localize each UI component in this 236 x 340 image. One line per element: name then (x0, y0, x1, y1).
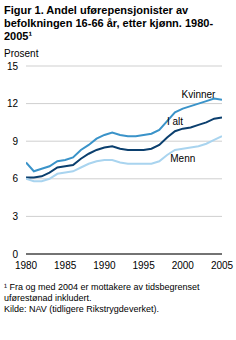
html-text:¹ Fra og med 2004 er mottakere: ¹ Fra og med 2004 er mottakere av tidsbe… (4, 282, 200, 303)
html-text:Prosent: Prosent (4, 48, 39, 59)
svg-text:2000: 2000 (172, 260, 195, 271)
html-text:Figur 1. Andel uførepensjonist: Figur 1. Andel uførepensjonister av befo… (4, 4, 214, 42)
svg-text:Kvinner: Kvinner (182, 89, 217, 100)
svg-text:9: 9 (12, 136, 18, 147)
svg-text:1995: 1995 (132, 260, 155, 271)
svg-text:1990: 1990 (93, 260, 116, 271)
svg-text:1985: 1985 (54, 260, 77, 271)
html-text:Kilde: NAV (tidligere Rikstryg: Kilde: NAV (tidligere Rikstrygdeverket). (4, 304, 159, 314)
svg-text:15: 15 (8, 61, 18, 72)
svg-text:Menn: Menn (170, 153, 195, 164)
svg-text:I alt: I alt (167, 116, 183, 127)
svg-text:6: 6 (12, 173, 18, 184)
svg-text:1980: 1980 (15, 260, 38, 271)
svg-text:2005: 2005 (211, 260, 228, 271)
svg-text:0: 0 (12, 249, 18, 260)
svg-text:12: 12 (8, 98, 18, 109)
svg-text:3: 3 (12, 211, 18, 222)
